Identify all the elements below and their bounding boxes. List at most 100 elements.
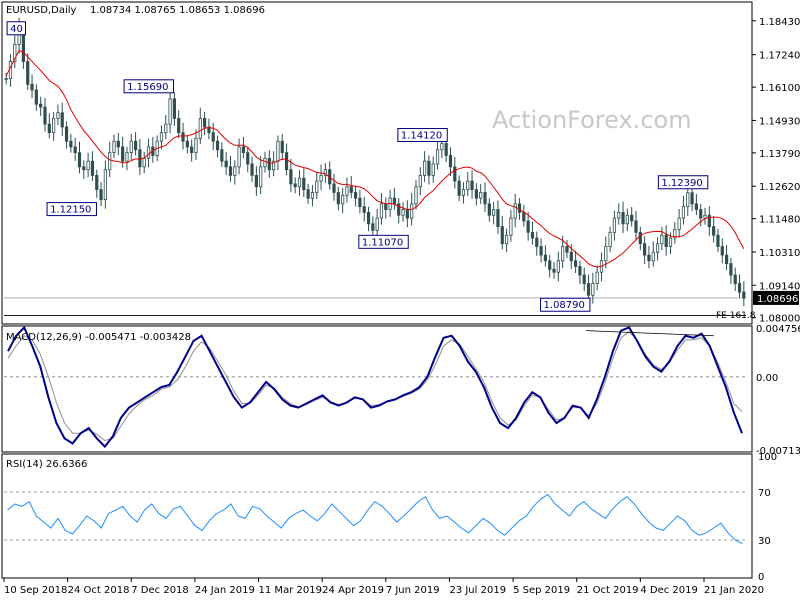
candle-body — [543, 254, 548, 262]
divergence-line — [585, 330, 715, 337]
candle-body — [116, 140, 120, 148]
x-tick-label: 5 Sep 2019 — [513, 585, 570, 596]
candle-body — [604, 246, 608, 262]
highlight-label: 40 — [10, 24, 23, 35]
candle-body — [272, 160, 276, 171]
candle-body — [724, 254, 729, 265]
candle-body — [565, 246, 569, 253]
candle-body — [371, 223, 375, 231]
candle-body — [341, 194, 345, 205]
candle-body — [556, 260, 560, 273]
candle-body — [375, 217, 379, 231]
candle-body — [250, 163, 254, 176]
candle-body — [694, 203, 698, 210]
x-tick-label: 10 Sep 2018 — [4, 585, 67, 596]
rsi-y-label: 70 — [758, 488, 771, 499]
x-tick-label: 21 Jan 2020 — [704, 585, 764, 596]
candle-body — [69, 140, 73, 148]
rsi-title: RSI(14) 26.6366 — [6, 459, 87, 470]
candle-body — [168, 98, 172, 125]
candle-body — [263, 157, 267, 168]
candle-body — [668, 237, 673, 247]
candle-body — [297, 177, 302, 188]
y-tick-label: 1.13790 — [759, 149, 800, 160]
candle-body — [99, 189, 103, 200]
candle-body — [233, 166, 237, 176]
y-tick-label: 1.18430 — [759, 17, 800, 28]
candle-body — [4, 78, 8, 80]
current-price-label: 1.08696 — [757, 294, 798, 305]
candle-body — [349, 186, 353, 193]
candle-body — [427, 160, 431, 176]
candle-body — [267, 157, 271, 171]
candle-body — [513, 203, 517, 219]
candle-body — [121, 146, 125, 162]
candle-body — [138, 149, 142, 168]
candle-body — [246, 152, 250, 165]
candle-body — [573, 260, 578, 267]
rsi-line — [7, 493, 743, 545]
x-tick-label: 4 Dec 2019 — [640, 585, 698, 596]
y-tick-label: 1.12620 — [759, 182, 800, 193]
candle-body — [453, 166, 457, 182]
chart-ohlc-label: 1.08734 1.08765 1.08653 1.08696 — [90, 5, 265, 16]
x-axis-labels: 10 Sep 2018 24 Oct 2018 7 Dec 2018 24 Jan 2… — [3, 578, 764, 596]
current-price-box — [753, 290, 799, 305]
candle-body — [405, 209, 409, 219]
candle-body — [720, 246, 724, 256]
candle-body — [440, 143, 444, 151]
candle-body — [729, 263, 733, 276]
x-tick-label: 24 Jan 2019 — [195, 585, 255, 596]
candle-body — [64, 126, 69, 142]
moving-average-line — [5, 49, 745, 268]
macd-series — [7, 325, 743, 449]
candle-body — [660, 234, 664, 245]
candle-body — [634, 220, 638, 233]
candle-body — [125, 152, 129, 162]
candle-body — [492, 209, 496, 216]
candle-body — [742, 291, 746, 299]
watermark: ActionForex.com — [492, 106, 692, 134]
rsi-y-label: 30 — [758, 536, 771, 547]
macd-y-label: -0.00713 — [756, 446, 800, 457]
candle-body — [487, 203, 491, 216]
candle-body — [362, 206, 366, 213]
candle-body — [82, 166, 86, 171]
macd-title: MACD(12,26,9) -0.005471 -0.003428 — [6, 332, 191, 343]
price-series — [4, 17, 746, 307]
y-tick-label: 1.11480 — [759, 215, 800, 226]
highlight-label: 1.15690 — [127, 82, 168, 93]
candle-body — [431, 163, 435, 176]
candle-body — [677, 217, 681, 230]
candle-body — [207, 126, 211, 134]
candle-body — [651, 251, 655, 262]
highlight-box — [358, 234, 409, 249]
candle-body — [306, 189, 310, 199]
candle-body — [39, 103, 43, 108]
candle-body — [737, 283, 742, 293]
candle-body — [517, 203, 522, 213]
y-tick-label: 1.08000 — [759, 314, 800, 325]
macd-line — [7, 325, 743, 449]
candle-body — [384, 203, 388, 210]
candle-body — [569, 251, 573, 262]
candle-body — [345, 186, 349, 196]
candle-body — [172, 98, 177, 119]
candle-body — [530, 231, 535, 239]
x-tick-label: 24 Apr 2019 — [322, 585, 384, 596]
candle-body — [699, 209, 703, 219]
highlight-box — [540, 297, 591, 312]
highlight-box — [657, 175, 709, 190]
candle-body — [358, 197, 362, 208]
candle-body — [95, 174, 99, 191]
candle-body — [302, 177, 306, 191]
candle-body — [177, 118, 181, 134]
candle-body — [647, 254, 651, 262]
candle-body — [26, 61, 30, 85]
candle-body — [535, 237, 539, 247]
y-tick-label: 1.09140 — [759, 281, 800, 292]
candle-body — [526, 220, 530, 233]
candle-body — [423, 160, 427, 176]
candle-body — [500, 226, 504, 245]
